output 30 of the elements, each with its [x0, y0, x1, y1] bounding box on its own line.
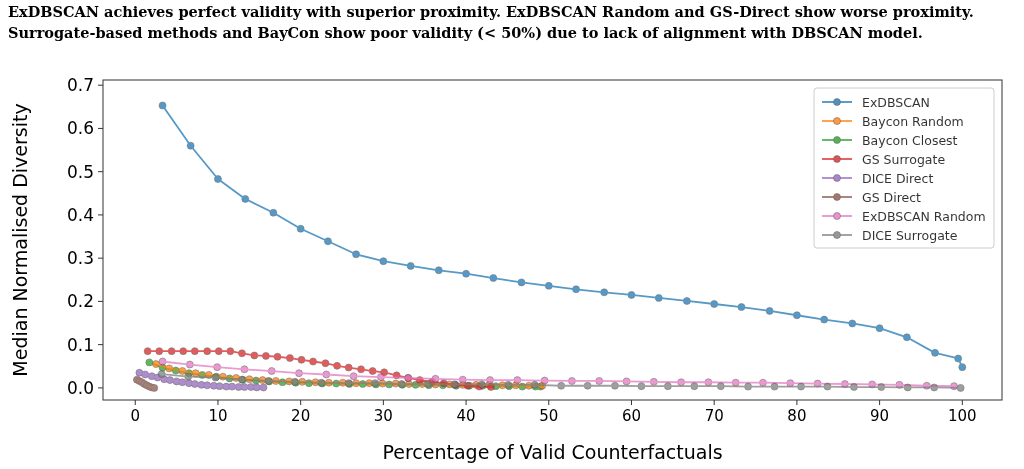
x-tick-label: 70 — [704, 407, 724, 425]
legend-label: Baycon Random — [862, 113, 964, 129]
legend-label: Baycon Closest — [862, 132, 958, 148]
x-tick-label: 80 — [787, 407, 807, 425]
chart-title: ExDBSCAN achieves perfect validity with superior proximity. ExDBSCAN Random and GS-Direct show worse proximity. Surrogate-based methods and BayCon show poor validity (< 50%) due to lack of alignment with DBSCAN model. — [8, 3, 974, 41]
y-tick-label: 0.0 — [66, 377, 94, 398]
x-axis-title: Percentage of Valid Counterfactuals — [382, 441, 723, 463]
y-tick-label: 0.5 — [66, 161, 94, 182]
legend-label: DICE Surrogate — [862, 227, 958, 243]
x-tick-label: 50 — [539, 407, 559, 425]
legend-label: ExDBSCAN Random — [862, 208, 986, 224]
x-tick-label: 40 — [456, 407, 476, 425]
x-tick-label: 90 — [870, 407, 890, 425]
y-tick-label: 0.6 — [66, 118, 94, 139]
y-tick-label: 0.1 — [66, 334, 94, 355]
y-tick-label: 0.4 — [66, 204, 94, 225]
legend-label: ExDBSCAN — [862, 94, 930, 110]
x-tick-label: 0 — [130, 407, 141, 425]
x-tick-label: 20 — [291, 407, 311, 425]
x-tick-label: 60 — [621, 407, 642, 425]
x-tick-label: 100 — [947, 407, 977, 425]
legend-label: GS Direct — [862, 189, 922, 205]
y-tick-label: 0.2 — [66, 291, 94, 312]
y-tick-label: 0.3 — [66, 248, 94, 269]
legend-label: GS Surrogate — [862, 151, 946, 167]
x-tick-label: 30 — [373, 407, 393, 425]
y-tick-label: 0.7 — [66, 75, 94, 96]
x-tick-label: 10 — [208, 407, 228, 425]
y-axis-title: Median Normalised Diversity — [9, 103, 31, 377]
legend-label: DICE Direct — [862, 170, 934, 186]
